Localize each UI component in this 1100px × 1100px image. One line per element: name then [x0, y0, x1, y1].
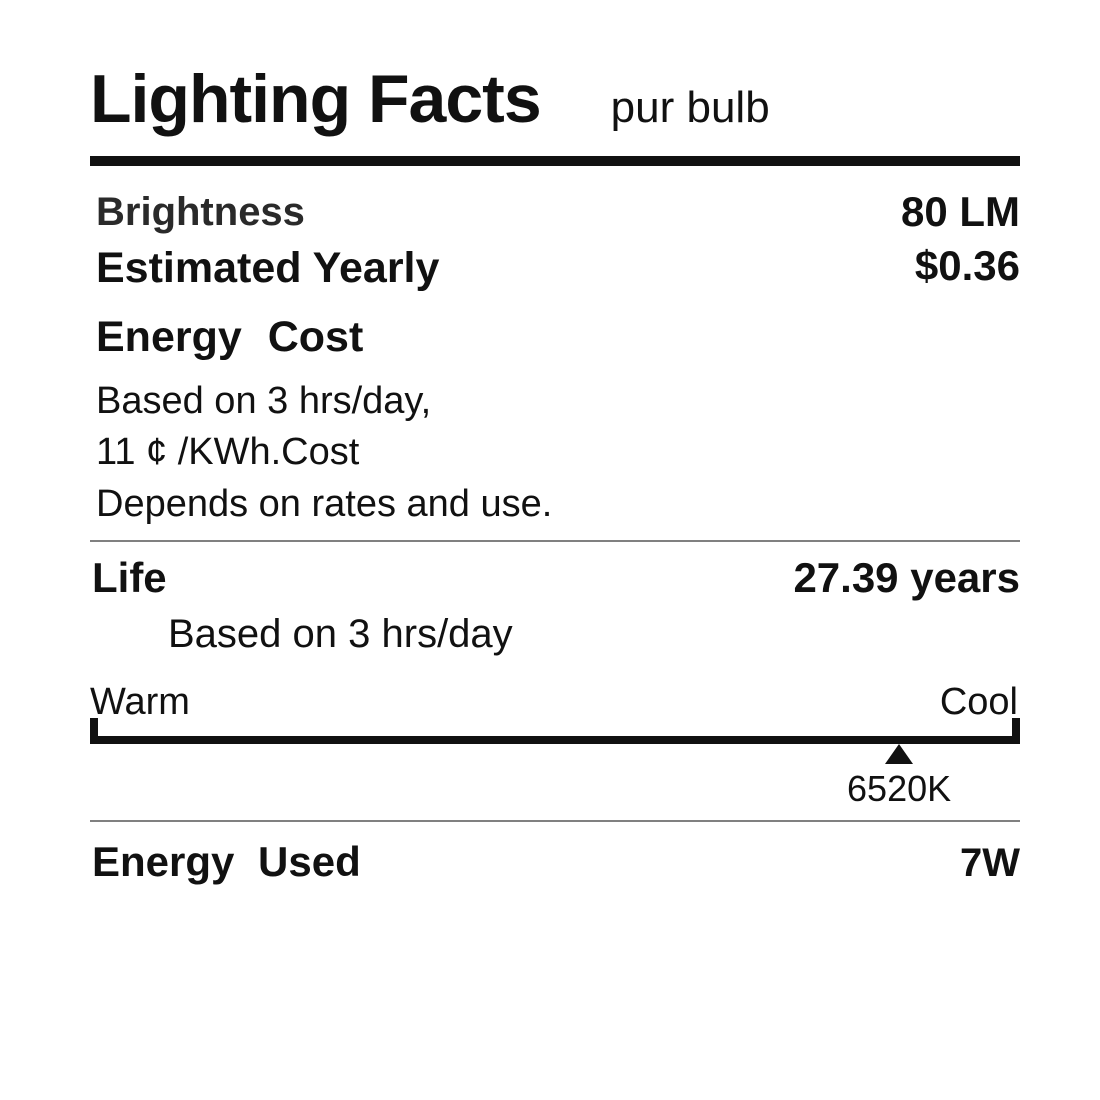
header-row: Lighting Facts pur bulb — [90, 60, 1020, 156]
brightness-row: Brightness 80 LM — [90, 184, 1020, 236]
thin-rule-2 — [90, 820, 1020, 822]
scale-tick-left — [90, 718, 98, 736]
life-row: Life 27.39 years — [90, 554, 1020, 602]
color-scale-labels: Warm Cool — [90, 681, 1020, 728]
life-value: 27.39 years — [793, 554, 1020, 602]
estimated-yearly-row: Estimated Yearly $0.36 — [90, 236, 1020, 293]
title: Lighting Facts — [90, 60, 541, 138]
energy-used-row: Energy Used 7W — [90, 834, 1020, 886]
thin-rule-1 — [90, 540, 1020, 542]
kelvin-label-row: 6520K — [90, 768, 1020, 810]
warm-label: Warm — [90, 681, 190, 724]
cost-basis-line3: Depends on rates and use. — [96, 479, 1020, 530]
yearly-cost-value: $0.36 — [915, 236, 1020, 290]
kelvin-value: 6520K — [847, 768, 951, 810]
energy-used-label: Energy Used — [90, 838, 361, 886]
energy-used-value: 7W — [960, 841, 1020, 886]
energy-cost-label: Energy Cost — [90, 293, 1020, 362]
scale-tick-right — [1012, 718, 1020, 736]
kelvin-marker-icon — [885, 744, 913, 764]
thick-rule — [90, 156, 1020, 166]
cost-basis-block: Based on 3 hrs/day, 11 ¢ /KWh.Cost Depen… — [90, 362, 1020, 530]
cost-basis-line2: 11 ¢ /KWh.Cost — [96, 427, 1020, 478]
brightness-value: 80 LM — [901, 184, 1020, 236]
brightness-label: Brightness — [90, 184, 305, 235]
estimated-yearly-label: Estimated Yearly — [90, 236, 439, 293]
life-label: Life — [90, 554, 167, 602]
life-basis: Based on 3 hrs/day — [90, 602, 1020, 681]
color-scale-track — [90, 728, 1020, 762]
cost-basis-line1: Based on 3 hrs/day, — [96, 376, 1020, 427]
cool-label: Cool — [940, 681, 1018, 724]
lighting-facts-label: Lighting Facts pur bulb Brightness 80 LM… — [0, 0, 1100, 926]
scale-bar — [90, 736, 1020, 744]
subtitle: pur bulb — [611, 83, 770, 133]
